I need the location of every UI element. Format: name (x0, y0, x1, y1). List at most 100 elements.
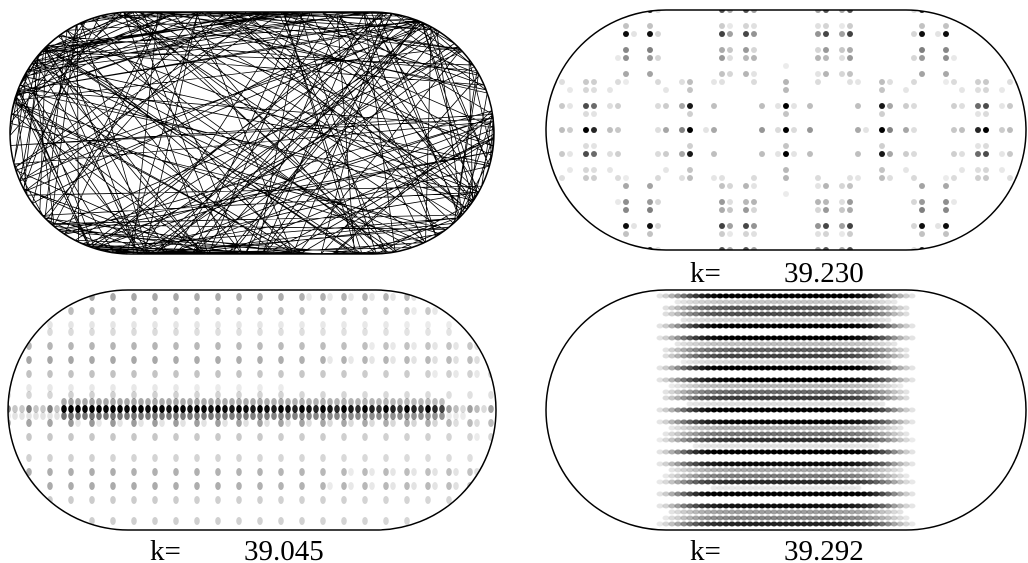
density (411, 482, 417, 490)
density (884, 341, 892, 347)
density (824, 485, 832, 491)
density (716, 443, 724, 449)
density (369, 293, 375, 301)
density (432, 307, 438, 315)
density (710, 485, 718, 491)
density (764, 443, 772, 449)
density (842, 515, 850, 521)
density (411, 468, 417, 476)
density (746, 353, 754, 359)
density (943, 247, 949, 250)
density (860, 389, 868, 395)
density (674, 449, 682, 455)
density (842, 365, 850, 371)
density (878, 293, 886, 299)
density (776, 443, 784, 449)
density (943, 31, 949, 37)
density (243, 419, 249, 427)
density (257, 482, 263, 490)
density (453, 412, 459, 420)
density (710, 425, 718, 431)
density (884, 359, 892, 365)
density (334, 405, 340, 413)
density (722, 467, 730, 473)
density (131, 391, 137, 399)
density (341, 433, 347, 441)
density (878, 503, 886, 509)
density (872, 383, 880, 389)
density (866, 383, 874, 389)
density (686, 437, 694, 443)
density (110, 412, 116, 420)
density (278, 412, 284, 420)
density (758, 377, 766, 383)
density (710, 383, 718, 389)
density (8, 468, 11, 476)
density (824, 299, 832, 305)
density (131, 370, 137, 378)
density (794, 503, 802, 509)
density (788, 395, 796, 401)
density (722, 419, 730, 425)
density (794, 323, 802, 329)
density (655, 103, 661, 109)
density (746, 359, 754, 365)
density (397, 398, 403, 406)
density (830, 323, 838, 329)
density (89, 370, 95, 378)
density (341, 398, 347, 406)
density (743, 10, 749, 13)
density (908, 335, 916, 341)
density (285, 412, 291, 420)
density (131, 405, 137, 413)
density (806, 467, 814, 473)
density (734, 395, 742, 401)
density (728, 491, 736, 497)
density (488, 328, 494, 336)
density (770, 431, 778, 437)
density (890, 503, 898, 509)
density (173, 356, 179, 364)
density (783, 103, 789, 109)
density (836, 485, 844, 491)
density (68, 468, 74, 476)
density (680, 437, 688, 443)
density (848, 473, 856, 479)
density (719, 23, 725, 29)
density (698, 365, 706, 371)
density (776, 365, 784, 371)
density (716, 509, 724, 515)
density (812, 401, 820, 407)
density (320, 398, 326, 406)
density (728, 347, 736, 353)
density (823, 10, 829, 13)
density (860, 323, 868, 329)
density (551, 183, 557, 189)
density (943, 207, 949, 213)
density (686, 419, 694, 425)
density (794, 347, 802, 353)
density (686, 473, 694, 479)
density (848, 467, 856, 473)
density (647, 55, 653, 61)
density (830, 461, 838, 467)
density (824, 353, 832, 359)
density (299, 321, 305, 329)
density (830, 305, 838, 311)
density (719, 199, 725, 205)
density (716, 347, 724, 353)
density (551, 55, 557, 61)
density (173, 398, 179, 406)
density (236, 405, 242, 413)
density (320, 468, 326, 476)
density (194, 412, 200, 420)
density (668, 311, 676, 317)
density (815, 207, 821, 213)
density (727, 223, 733, 229)
density (390, 293, 396, 301)
density (215, 496, 221, 504)
density (752, 509, 760, 515)
density (686, 503, 694, 509)
density (692, 407, 700, 413)
density (704, 491, 712, 497)
